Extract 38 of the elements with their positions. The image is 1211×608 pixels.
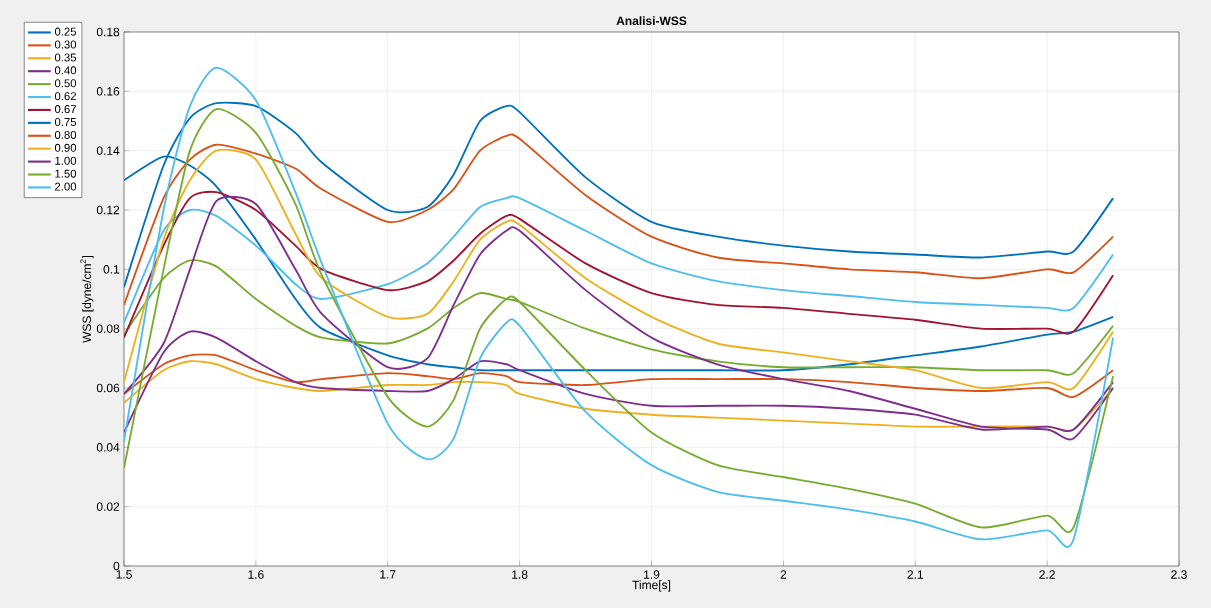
y-tick-label: 0.16 [96,87,120,96]
legend-label: 0.75 [54,118,77,127]
legend-label: 0.50 [54,79,77,88]
legend-label: 0.80 [54,130,77,139]
x-tick-label: 1.6 [248,570,264,579]
y-tick-label: 0.06 [96,383,120,393]
y-tick-label: 0.08 [96,324,120,333]
legend-label: 0.25 [54,27,77,36]
chart-title: Analisi-WSS [616,16,687,26]
y-tick-label: 0 [113,561,120,571]
x-tick-label: 2 [780,570,787,579]
y-tick-label: 0.12 [96,205,120,215]
x-tick-label: 2.3 [1171,570,1187,579]
y-tick-label: 0.02 [96,502,120,511]
x-tick-label: 1.8 [512,570,528,579]
legend-label: 0.62 [54,92,76,101]
y-tick-label: 0.04 [96,443,120,452]
legend-label: 2.00 [55,182,77,191]
legend-label: 1.50 [55,169,77,178]
x-tick-label: 2.2 [1039,570,1055,579]
x-tick-label: 1.7 [380,570,396,579]
x-tick-label: 1.9 [644,570,660,579]
line-series [124,353,1115,398]
legend-label: 0.35 [54,53,77,62]
legend-label: 0.30 [54,40,77,49]
line-series [124,360,1115,432]
legend-label: 1.00 [55,156,77,165]
y-axis-title: WSS [dyne/cm$^{2}$] [80,255,94,343]
y-tick-label: 0.1 [103,265,120,274]
legend-label: 0.67 [54,105,76,114]
legend-label: 0.90 [54,143,77,152]
x-tick-label: 2.1 [907,570,924,579]
y-tick-label: 0.14 [96,146,120,155]
line-series [124,133,1115,306]
x-axis-title: Time[s] [632,580,671,592]
y-tick-label: 0.18 [96,27,120,37]
x-tick-label: 1.5 [116,570,132,579]
legend-label: 0.40 [54,66,77,75]
